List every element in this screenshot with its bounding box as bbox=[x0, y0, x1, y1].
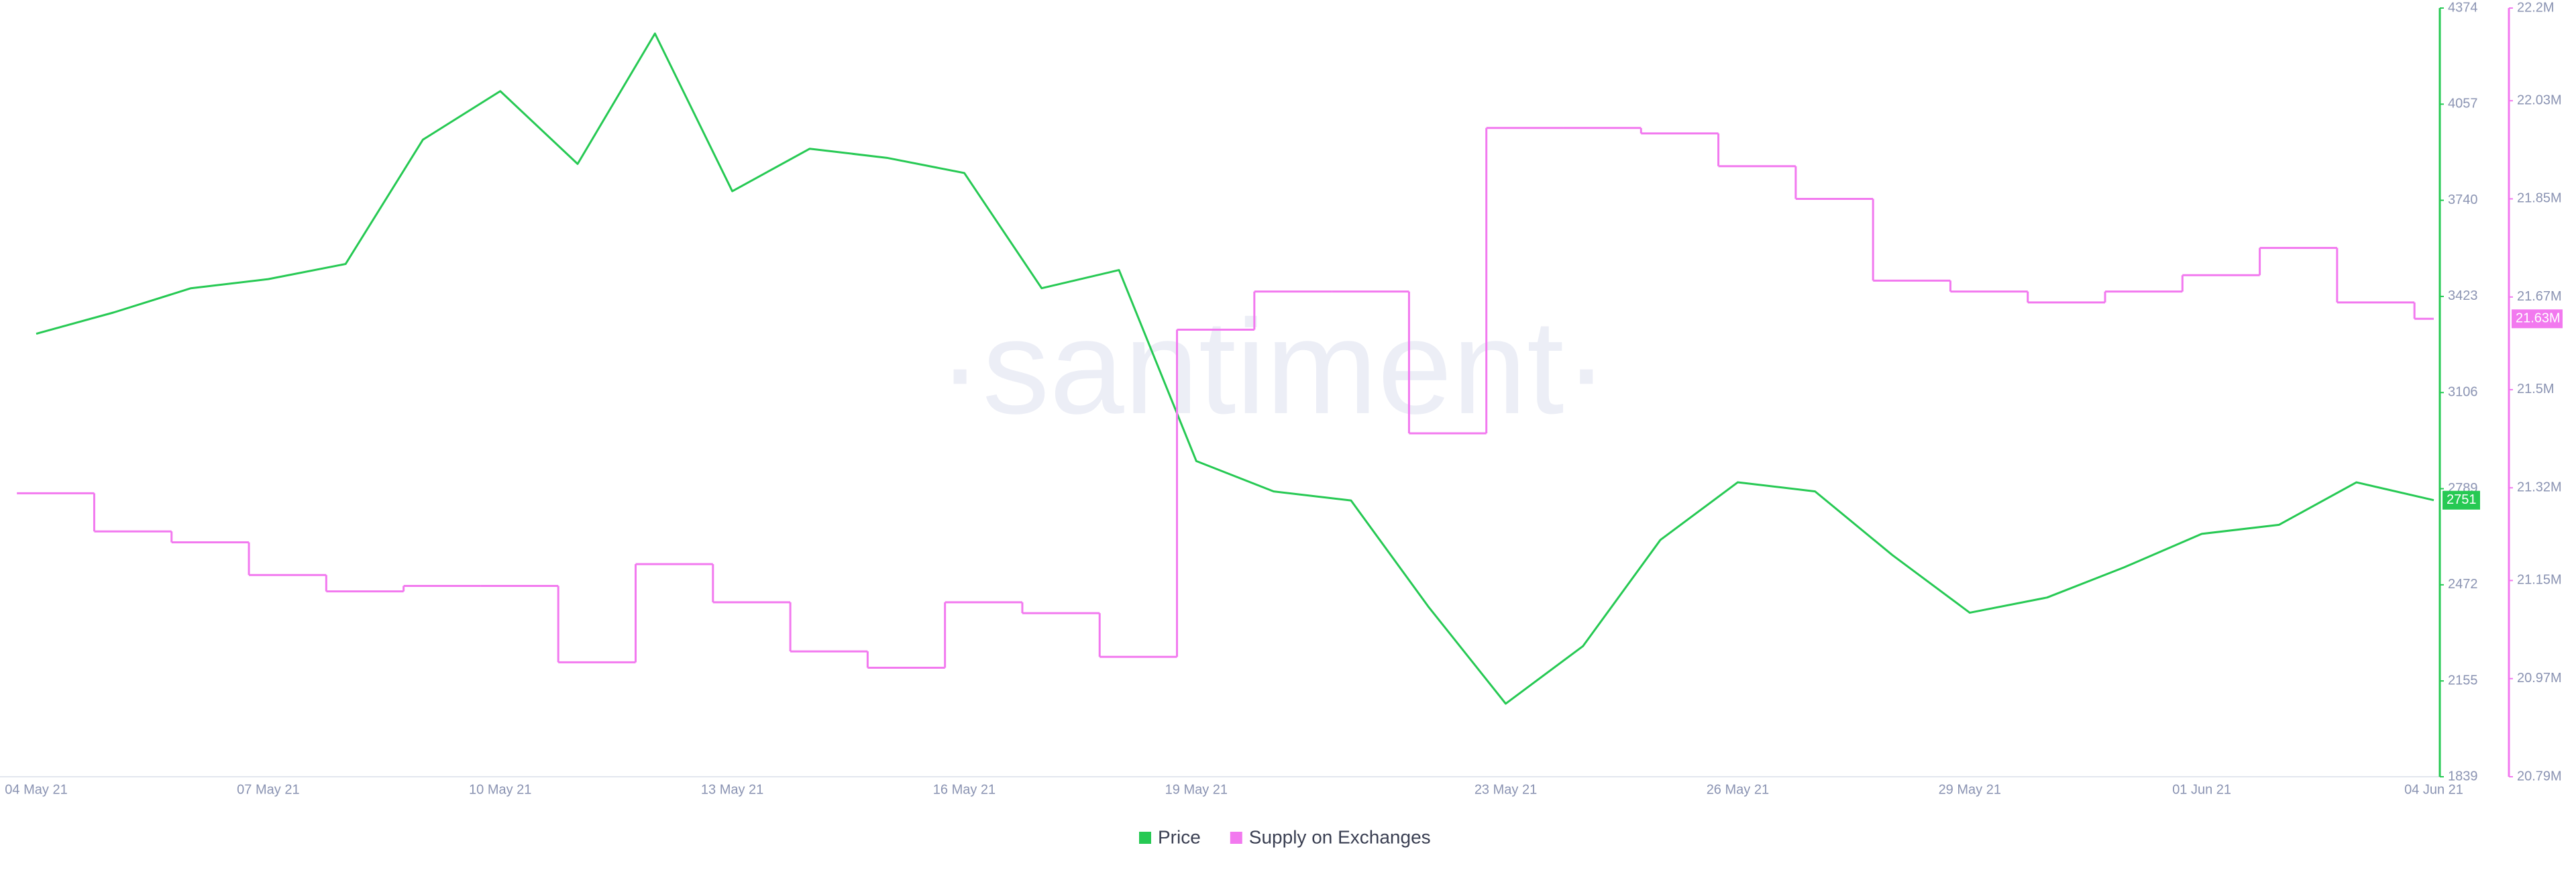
y2-tick-label: 21.85M bbox=[2517, 191, 2562, 206]
y2-tick-label: 22.03M bbox=[2517, 93, 2562, 107]
x-tick-label: 01 Jun 21 bbox=[2172, 782, 2231, 797]
price-tag-label: 2751 bbox=[2447, 492, 2477, 507]
legend-label: Price bbox=[1158, 826, 1201, 847]
y-tick-label: 3740 bbox=[2448, 193, 2478, 207]
x-tick-label: 04 Jun 21 bbox=[2404, 782, 2463, 797]
y2-tick-label: 22.2M bbox=[2517, 0, 2555, 15]
y-tick-label: 2155 bbox=[2448, 673, 2478, 688]
x-tick-label: 16 May 21 bbox=[933, 782, 996, 797]
price-tag bbox=[2443, 490, 2480, 510]
y2-tick-label: 21.32M bbox=[2517, 480, 2562, 495]
y2-tick-label: 21.67M bbox=[2517, 289, 2562, 304]
y-tick-label: 4374 bbox=[2448, 0, 2478, 15]
y-tick-label: 2472 bbox=[2448, 577, 2478, 592]
x-tick-label: 07 May 21 bbox=[237, 782, 299, 797]
y-tick-label: 1839 bbox=[2448, 769, 2478, 783]
y2-tick-label: 20.79M bbox=[2517, 769, 2562, 783]
price-line bbox=[36, 32, 2434, 705]
x-tick-label: 10 May 21 bbox=[469, 782, 531, 797]
y-tick-label: 3423 bbox=[2448, 288, 2478, 303]
y2-tick-label: 20.97M bbox=[2517, 671, 2562, 686]
legend-swatch bbox=[1230, 832, 1242, 844]
x-tick-label: 29 May 21 bbox=[1939, 782, 2001, 797]
x-tick-label: 19 May 21 bbox=[1165, 782, 1228, 797]
legend-swatch bbox=[1139, 832, 1151, 844]
supply-tag bbox=[2512, 309, 2563, 329]
x-tick-label: 04 May 21 bbox=[5, 782, 67, 797]
y2-tick-label: 21.15M bbox=[2517, 573, 2562, 588]
y-tick-label: 4057 bbox=[2448, 97, 2478, 111]
watermark: ·santiment· bbox=[938, 292, 1609, 442]
x-tick-label: 13 May 21 bbox=[701, 782, 763, 797]
x-tick-label: 26 May 21 bbox=[1707, 782, 1769, 797]
y-tick-label: 3106 bbox=[2448, 385, 2478, 400]
legend-label: Supply on Exchanges bbox=[1249, 826, 1431, 847]
x-tick-label: 23 May 21 bbox=[1474, 782, 1537, 797]
supply-tag-label: 21.63M bbox=[2516, 311, 2561, 326]
y2-tick-label: 21.5M bbox=[2517, 382, 2555, 396]
